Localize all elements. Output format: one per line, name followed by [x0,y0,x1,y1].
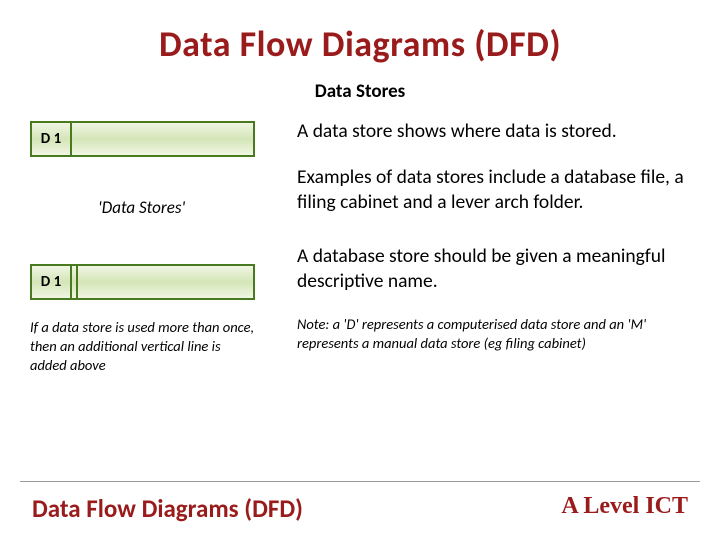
paragraph-2: Examples of data stores include a databa… [297,165,690,214]
footer-divider [20,481,700,482]
footer-left-title: Data Flow Diagrams (DFD) [32,493,303,524]
datastore-id-label: D 1 [32,123,72,155]
datastore-symbol-single: D 1 [30,121,255,157]
datastore-id-label: D 1 [32,266,72,298]
right-column: A data store shows where data is stored.… [285,121,690,375]
left-column: D 1 'Data Stores' D 1 If a data store is… [30,121,285,375]
datastore-symbol-double: D 1 [30,264,255,300]
note-text: Note: a 'D' represents a computerised da… [297,315,690,353]
page-title: Data Flow Diagrams (DFD) [0,0,720,66]
datastore-body [72,123,253,155]
datastore-caption: 'Data Stores' [98,197,285,218]
page-subtitle: Data Stores [0,80,720,103]
datastore-body [78,266,253,298]
footer: Data Flow Diagrams (DFD) A Level ICT [0,493,720,524]
paragraph-3: A database store should be given a meani… [297,244,690,293]
footer-right-label: A Level ICT [561,493,688,524]
datastore-double-caption: If a data store is used more than once, … [30,318,260,375]
paragraph-1: A data store shows where data is stored. [297,119,690,143]
content-area: D 1 'Data Stores' D 1 If a data store is… [0,103,720,375]
